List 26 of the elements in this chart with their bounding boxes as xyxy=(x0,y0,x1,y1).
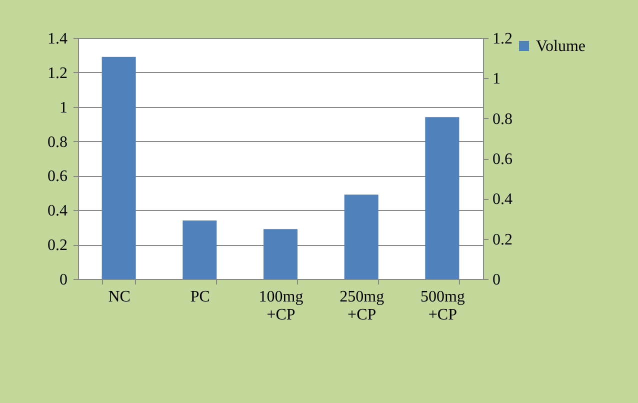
y-tick-label: 1 xyxy=(60,99,68,116)
x-tick-label: 250mg +CP xyxy=(340,288,384,324)
bar xyxy=(264,229,298,279)
y2-tick-label: 0 xyxy=(492,272,500,288)
y-tick-label: 0.8 xyxy=(48,134,68,151)
x-tick-label: PC xyxy=(190,288,210,306)
x-tick-label: 100mg +CP xyxy=(258,288,304,324)
y-tick-label: 0 xyxy=(60,272,68,288)
y2-tick-label: 0.8 xyxy=(492,110,512,128)
y2-tick-label: 0.4 xyxy=(492,191,512,208)
y2-tick-label: 1 xyxy=(492,70,500,88)
y-tick-label: 0.6 xyxy=(48,168,68,186)
y-tick-label: 0.4 xyxy=(48,202,68,220)
x-tick-label: NC xyxy=(108,288,130,306)
bar xyxy=(344,194,378,279)
y2-tick-label: 0.6 xyxy=(492,151,512,168)
y2-tick-label: 0.2 xyxy=(492,231,512,248)
bar xyxy=(182,220,217,279)
bar xyxy=(425,117,460,279)
bar xyxy=(102,56,136,279)
x-tick-label: 500mg +CP xyxy=(420,288,465,324)
y-tick-label: 1.2 xyxy=(48,64,68,82)
legend-label: Volume xyxy=(536,38,586,55)
y2-tick-label: 1.2 xyxy=(492,30,512,48)
y-tick-label: 1.4 xyxy=(48,30,68,48)
y-tick-label: 0.2 xyxy=(48,237,68,254)
